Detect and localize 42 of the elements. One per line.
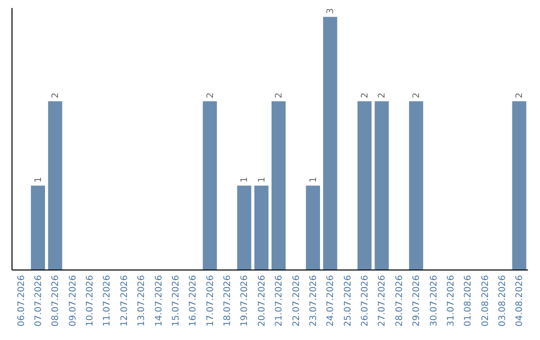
data-label: 2	[206, 92, 216, 98]
x-tick-label: 09.07.2026	[68, 274, 78, 327]
x-tick-label: 17.07.2026	[206, 274, 216, 327]
x-tick-label: 10.07.2026	[86, 274, 96, 327]
x-tick-label: 30.07.2026	[429, 274, 440, 327]
x-tick-label: 31.07.2026	[446, 274, 456, 327]
data-label: 1	[257, 176, 268, 183]
x-tick-label: 16.07.2026	[188, 274, 199, 327]
x-tick-label: 24.07.2026	[326, 274, 336, 327]
x-tick-label: 19.07.2026	[240, 274, 250, 327]
data-label: 2	[51, 92, 62, 98]
data-label: 2	[515, 92, 526, 98]
x-tick-label: 14.07.2026	[154, 274, 164, 327]
data-label: 2	[360, 92, 371, 98]
x-tick-label: 18.07.2026	[223, 274, 234, 327]
x-tick-label: 08.07.2026	[51, 274, 62, 327]
x-tick-label: 25.07.2026	[343, 274, 354, 327]
x-tick-label: 27.07.2026	[378, 274, 388, 327]
x-tick-label: 26.07.2026	[360, 274, 371, 327]
data-label: 1	[34, 176, 44, 183]
x-tick-label: 12.07.2026	[120, 274, 130, 327]
x-tick-label: 01.08.2026	[464, 274, 474, 327]
data-label: 2	[412, 92, 422, 98]
data-label: 2	[378, 92, 388, 98]
x-tick-label: 15.07.2026	[171, 274, 182, 327]
x-tick-label: 23.07.2026	[308, 274, 319, 327]
data-label: 2	[274, 92, 285, 98]
x-tick-label: 20.07.2026	[257, 274, 268, 327]
x-tick-label: 06.07.2026	[16, 274, 27, 327]
x-tick-label: 21.07.2026	[274, 274, 285, 327]
x-tick-label: 13.07.2026	[137, 274, 148, 327]
data-label: 1	[308, 176, 319, 183]
x-tick-label: 22.07.2026	[292, 274, 302, 327]
x-tick-label: 04.08.2026	[515, 274, 526, 327]
x-tick-label: 03.08.2026	[498, 274, 508, 327]
x-tick-label: 11.07.2026	[102, 274, 113, 327]
x-tick-label: 29.07.2026	[412, 274, 422, 327]
data-label: 3	[326, 8, 336, 14]
data-label: 1	[240, 176, 250, 183]
x-tick-label: 28.07.2026	[394, 274, 405, 327]
x-tick-label: 02.08.2026	[480, 274, 491, 327]
x-tick-label: 07.07.2026	[34, 274, 44, 327]
